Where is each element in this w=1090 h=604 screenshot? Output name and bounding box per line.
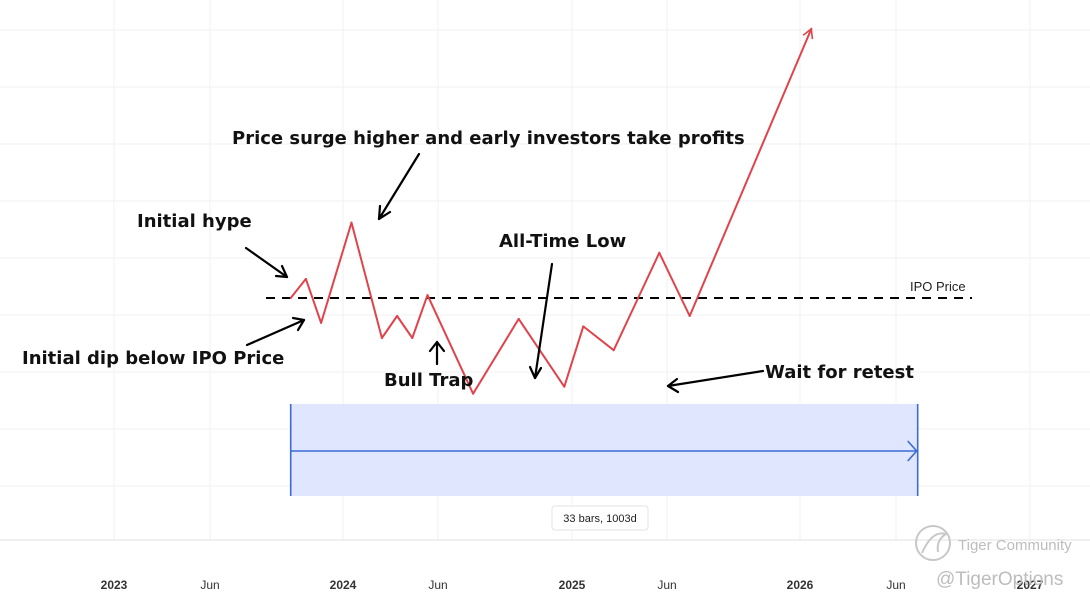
- price-line-segment: [426, 294, 475, 395]
- arrow-initial-hype: [244, 246, 289, 279]
- x-tick-label: 2027: [1017, 578, 1044, 592]
- price-line-segment: [396, 315, 414, 339]
- arrow-bull-trap: [428, 340, 446, 366]
- price-line-segment: [688, 27, 814, 317]
- price-line-segment: [582, 325, 615, 352]
- x-tick-label: 2023: [101, 578, 128, 592]
- x-axis-ticks: 2023 Jun 2024 Jun 2025 Jun 2026 Jun 2027: [101, 578, 1044, 592]
- range-tool: [289, 404, 919, 496]
- x-tick-label: Jun: [657, 578, 676, 592]
- x-tick-label: Jun: [886, 578, 905, 592]
- price-line-segment: [320, 221, 353, 324]
- range-box: [290, 404, 918, 496]
- price-line-segment: [350, 221, 383, 339]
- watermark-line1: Tiger Community: [958, 537, 1072, 554]
- annotation-price-surge: Price surge higher and early investors t…: [232, 128, 745, 149]
- arrow-price-surge: [377, 152, 421, 221]
- x-tick-label: 2026: [787, 578, 814, 592]
- annotation-all-time-low: All-Time Low: [499, 231, 626, 252]
- range-label-bg: [551, 505, 649, 531]
- price-line-segment: [517, 317, 566, 388]
- range-arrowhead: [907, 440, 918, 462]
- ipo-price-label: IPO Price: [910, 279, 966, 294]
- arrow-all-time-low: [528, 262, 554, 380]
- watermark-line2: @TigerOptions: [936, 569, 1063, 590]
- price-line-segment: [472, 317, 520, 395]
- price-line-segment: [304, 277, 323, 324]
- annotation-initial-hype: Initial hype: [137, 211, 252, 232]
- price-line-segment: [411, 294, 429, 339]
- price-line-segment: [380, 315, 399, 339]
- price-series: [289, 27, 814, 395]
- tiger-logo-icon: [915, 525, 951, 561]
- arrow-initial-dip: [245, 316, 306, 347]
- x-tick-label: 2025: [559, 578, 586, 592]
- x-tick-label: Jun: [200, 578, 219, 592]
- range-label-box: 33 bars, 1003d: [551, 505, 649, 531]
- price-line-segment: [563, 325, 585, 388]
- annotation-bull-trap: Bull Trap: [384, 370, 473, 391]
- price-line-segment: [289, 277, 307, 299]
- watermark: Tiger Community @TigerOptions: [915, 525, 1072, 590]
- arrow-wait-for-retest: [666, 369, 765, 394]
- price-line-segment: [658, 251, 691, 317]
- price-line-segment: [612, 251, 661, 352]
- annotation-wait-for-retest: Wait for retest: [765, 362, 914, 383]
- range-label: 33 bars, 1003d: [563, 513, 636, 525]
- x-tick-label: Jun: [428, 578, 447, 592]
- annotation-initial-dip: Initial dip below IPO Price: [22, 348, 284, 369]
- x-tick-label: 2024: [330, 578, 357, 592]
- annotation-arrows: [244, 152, 765, 394]
